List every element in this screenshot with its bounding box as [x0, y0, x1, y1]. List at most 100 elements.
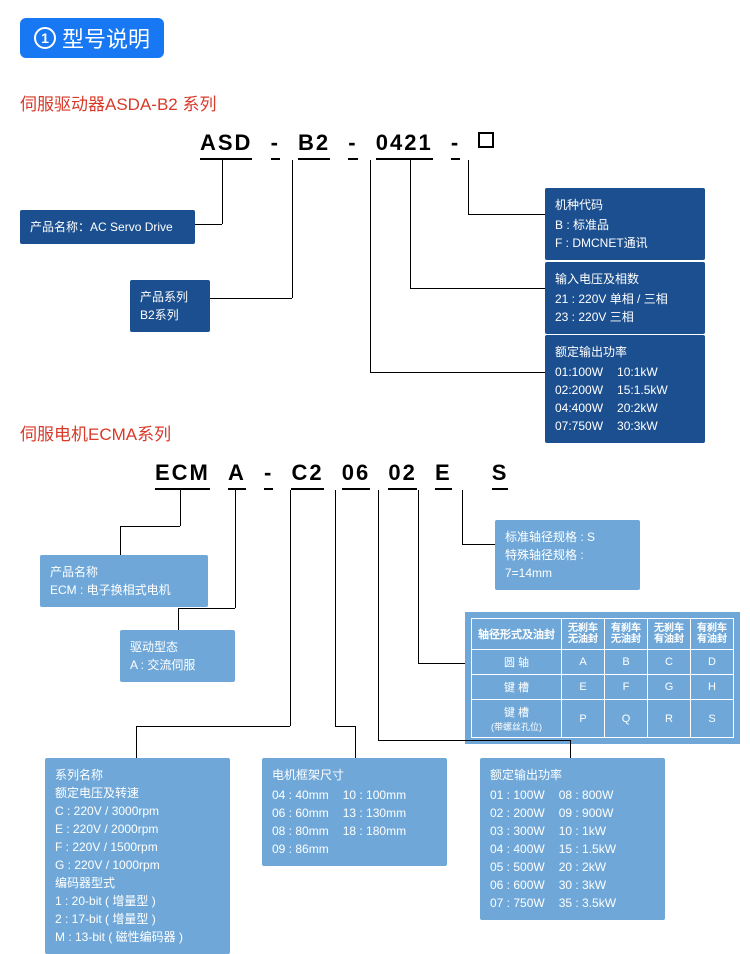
model-part: 0421 [376, 130, 433, 160]
model-part: ASD [200, 130, 252, 160]
col2: 08 : 800W 09 : 900W 10 : 1kW 15 : 1.5kW … [559, 786, 616, 912]
line: F : DMCNET通讯 [555, 234, 695, 252]
model-part: A [228, 460, 246, 490]
connector [178, 608, 235, 609]
label: 额定输出功率 [490, 766, 655, 784]
col2: 10:1kW 15:1.5kW 20:2kW 30:3kW [617, 363, 668, 435]
model-part: 02 [388, 460, 416, 490]
table-header: 有刹车无油封 [605, 619, 648, 650]
label: 输入电压及相数 [555, 270, 695, 288]
table-row: 圆 轴 A B C D [472, 650, 734, 675]
model-part: - [264, 460, 273, 490]
label: 编码器型式 [55, 874, 220, 892]
model-string-asda: ASD - B2 - 0421 - [200, 130, 514, 160]
connector [378, 490, 379, 740]
label: 驱动型态 [130, 638, 225, 656]
section1-heading: 伺服驱动器ASDA-B2 系列 [20, 90, 216, 115]
page-title-badge: 1 型号说明 [20, 18, 164, 58]
model-string-ecma: ECM A - C2 06 02 E S [155, 460, 518, 490]
value: AC Servo Drive [90, 220, 173, 234]
box-frame-size: 电机框架尺寸 04 : 40mm 06 : 60mm 08 : 80mm 09 … [262, 758, 447, 866]
connector [136, 726, 290, 727]
connector [418, 490, 419, 663]
title-text: 型号说明 [62, 22, 150, 54]
connector [335, 490, 336, 726]
title-number: 1 [34, 27, 56, 49]
line: B : 标准品 [555, 216, 695, 234]
label: 机种代码 [555, 196, 695, 214]
box-product-name-1: 产品名称：AC Servo Drive [20, 210, 195, 244]
model-part: S [492, 460, 509, 490]
model-part: - [271, 130, 280, 160]
label: 产品名称： [30, 220, 90, 234]
value: B2系列 [140, 306, 200, 324]
model-part: ECM [155, 460, 210, 490]
box-drive-type: 驱动型态 A : 交流伺服 [120, 630, 235, 682]
connector [120, 526, 121, 555]
label: 额定电压及转速 [55, 784, 220, 802]
connector [210, 298, 292, 299]
model-part: - [348, 130, 357, 160]
box-rated-power-1: 额定输出功率 01:100W 02:200W 04:400W 07:750W 1… [545, 335, 705, 443]
model-part: 06 [342, 460, 370, 490]
table-header: 无刹车无油封 [562, 619, 605, 650]
section2-heading: 伺服电机ECMA系列 [20, 420, 171, 445]
box-product-series: 产品系列 B2系列 [130, 280, 210, 332]
box-rated-power-2: 额定输出功率 01 : 100W 02 : 200W 03 : 300W 04 … [480, 758, 665, 920]
connector [370, 372, 545, 373]
connector [418, 663, 465, 664]
col1: 04 : 40mm 06 : 60mm 08 : 80mm 09 : 86mm [272, 786, 329, 858]
label: 额定输出功率 [555, 343, 695, 361]
connector [120, 526, 180, 527]
table-header: 无刹车有油封 [648, 619, 691, 650]
table-header: 有刹车有油封 [691, 619, 734, 650]
connector [222, 160, 223, 224]
box-input-voltage: 输入电压及相数 21 : 220V 单相 / 三相 23 : 220V 三相 [545, 262, 705, 334]
connector [462, 490, 463, 544]
line: 标准轴径规格 : S [505, 528, 630, 546]
connector [468, 160, 469, 214]
label: 产品名称 [50, 563, 198, 581]
table-row: 键 槽 E F G H [472, 675, 734, 700]
table-row: 键 槽(带螺丝孔位) P Q R S [472, 700, 734, 738]
shaft-oil-seal-table: 轴径形式及油封 无刹车无油封 有刹车无油封 无刹车有油封 有刹车有油封 圆 轴 … [465, 612, 740, 744]
model-placeholder [478, 130, 504, 158]
connector [355, 726, 356, 758]
col2: 10 : 100mm 13 : 130mm 18 : 180mm [343, 786, 406, 858]
label: 电机框架尺寸 [272, 766, 437, 784]
model-part: B2 [298, 130, 330, 160]
box-machine-code: 机种代码 B : 标准品 F : DMCNET通讯 [545, 188, 705, 260]
connector [235, 490, 236, 608]
connector [410, 288, 545, 289]
connector [570, 740, 571, 758]
col1: 01:100W 02:200W 04:400W 07:750W [555, 363, 603, 435]
connector [180, 490, 181, 526]
table-header: 轴径形式及油封 [472, 619, 562, 650]
connector [195, 224, 222, 225]
line: 特殊轴径规格 : [505, 546, 630, 564]
box-product-name-2: 产品名称 ECM : 电子换相式电机 [40, 555, 208, 607]
col1: 01 : 100W 02 : 200W 03 : 300W 04 : 400W … [490, 786, 545, 912]
model-part: C2 [291, 460, 323, 490]
connector [462, 544, 495, 545]
connector [370, 160, 371, 372]
connector [468, 214, 545, 215]
connector [178, 608, 179, 630]
model-part: E [435, 460, 452, 490]
value: ECM : 电子换相式电机 [50, 581, 198, 599]
connector [378, 740, 570, 741]
connector [410, 160, 411, 288]
line: 23 : 220V 三相 [555, 308, 695, 326]
connector [290, 490, 291, 726]
line: 7=14mm [505, 564, 630, 582]
connector [136, 726, 137, 758]
box-shaft-standard: 标准轴径规格 : S 特殊轴径规格 : 7=14mm [495, 520, 640, 590]
diagram-canvas: 1 型号说明 伺服驱动器ASDA-B2 系列 ASD - B2 - 0421 -… [0, 0, 750, 936]
model-part: - [451, 130, 460, 160]
box-series-encoder: 系列名称 额定电压及转速 C : 220V / 3000rpm E : 220V… [45, 758, 230, 954]
label: 产品系列 [140, 288, 200, 306]
label: 系列名称 [55, 766, 220, 784]
line: 21 : 220V 单相 / 三相 [555, 290, 695, 308]
connector [335, 726, 355, 727]
connector [292, 160, 293, 298]
